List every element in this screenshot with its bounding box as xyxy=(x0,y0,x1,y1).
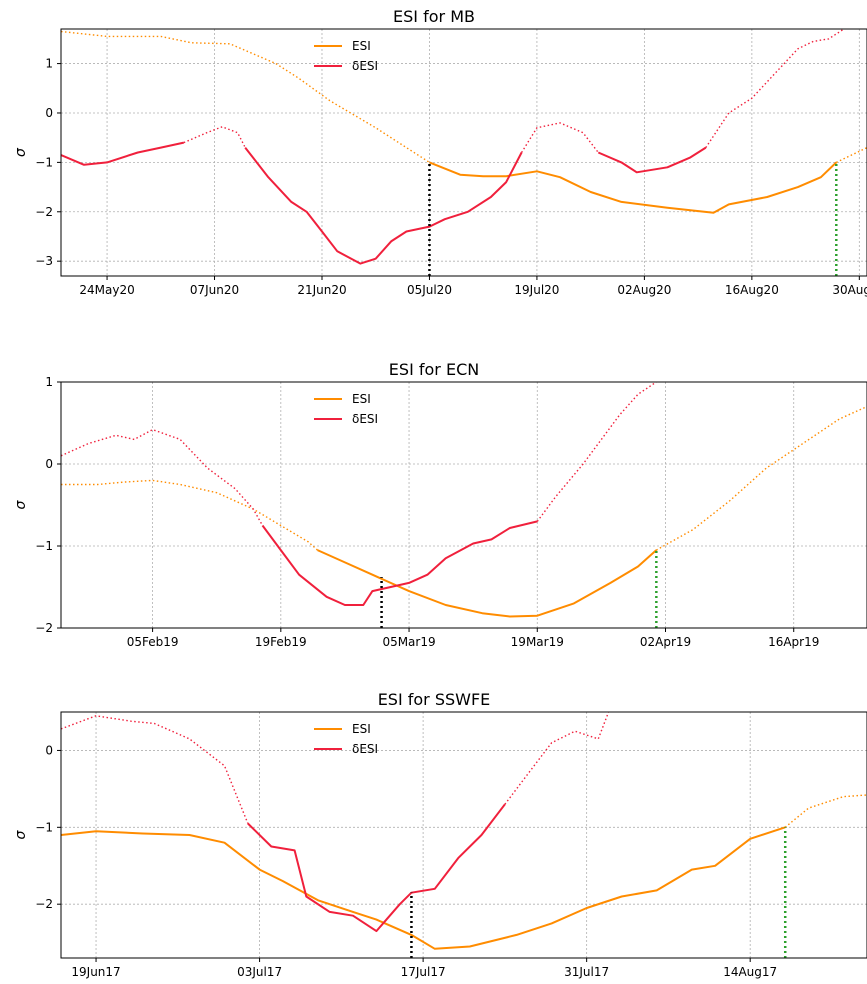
y-tick-label: −2 xyxy=(35,897,53,911)
desi-line-segment-6 xyxy=(536,382,657,522)
series-group xyxy=(61,712,867,958)
esi-line-segment-1 xyxy=(61,30,430,163)
esi-line-segment-1 xyxy=(61,826,786,950)
x-tick-label: 14Aug17 xyxy=(723,965,777,979)
axes-frame xyxy=(60,711,867,959)
desi-line-segment-4 xyxy=(61,428,264,526)
chart-panel-1: 24May20 07Jun20 21Jun20 05Jul20 19Jul20 02Aug… xyxy=(13,7,867,297)
axes-frame xyxy=(60,381,867,629)
y-tick-label: −3 xyxy=(35,254,53,268)
chart-panel-2: 05Feb19 19Feb19 05Mar19 19Mar19 02Apr19 16Apr… xyxy=(13,360,867,649)
y-tick-label: −2 xyxy=(35,621,53,635)
desi-legend-label: δESI xyxy=(352,59,378,73)
esi-line-segment-2 xyxy=(784,794,867,828)
x-tick-label: 05Jul20 xyxy=(407,283,452,297)
desi-line-segment-5 xyxy=(261,520,538,606)
grid-lines xyxy=(61,29,867,276)
y-axis-label: σ xyxy=(13,499,29,509)
y-tick-label: −2 xyxy=(35,205,53,219)
esi-line-segment-3 xyxy=(835,146,867,164)
esi-legend-label: ESI xyxy=(352,392,371,406)
y-tick-label: −1 xyxy=(35,820,53,834)
esi-line-segment-2 xyxy=(429,161,837,214)
x-tick-label: 19Feb19 xyxy=(255,635,307,649)
y-tick-label: 0 xyxy=(45,743,53,757)
series-group xyxy=(61,29,867,276)
x-tick-label: 17Jul17 xyxy=(401,965,446,979)
grid-lines xyxy=(61,712,867,958)
desi-line-segment-3 xyxy=(61,715,249,824)
y-tick-label: 1 xyxy=(45,375,53,389)
esi-legend-label: ESI xyxy=(352,722,371,736)
x-tick-label: 21Jun20 xyxy=(297,283,346,297)
series-group xyxy=(61,382,867,628)
chart-title: ESI for MB xyxy=(393,7,475,26)
chart-title: ESI for SSWFE xyxy=(378,690,491,709)
desi-line-segment-7 xyxy=(521,122,599,153)
grid-lines xyxy=(61,381,867,629)
legend: ESI δESI xyxy=(314,722,378,756)
axes-frame xyxy=(60,28,867,277)
desi-legend-label: δESI xyxy=(352,742,378,756)
esi-line-segment-3 xyxy=(655,405,867,551)
y-tick-label: 0 xyxy=(45,106,53,120)
desi-legend-label: δESI xyxy=(352,412,378,426)
x-tick-label: 16Aug20 xyxy=(725,283,779,297)
chart-title: ESI for ECN xyxy=(389,360,479,379)
x-tick-label: 02Apr19 xyxy=(640,635,691,649)
desi-line-segment-5 xyxy=(183,126,246,148)
x-tick-label: 16Apr19 xyxy=(768,635,819,649)
x-tick-label: 31Jul17 xyxy=(564,965,609,979)
y-axis-label: σ xyxy=(13,147,29,157)
y-tick-label: 0 xyxy=(45,457,53,471)
x-tick-label: 05Mar19 xyxy=(382,635,435,649)
y-tick-label: 1 xyxy=(45,57,53,71)
x-tick-label: 05Feb19 xyxy=(127,635,179,649)
desi-line-segment-4 xyxy=(61,141,185,166)
y-axis-label: σ xyxy=(13,829,29,839)
x-tick-label: 07Jun20 xyxy=(190,283,239,297)
desi-line-segment-5 xyxy=(504,712,610,805)
esi-line-segment-1 xyxy=(61,479,318,551)
x-tick-label: 19Jun17 xyxy=(71,965,120,979)
x-tick-label: 24May20 xyxy=(79,283,134,297)
legend: ESI δESI xyxy=(314,39,378,73)
desi-line-segment-4 xyxy=(247,803,506,933)
esi-line-segment-2 xyxy=(317,549,657,618)
desi-line-segment-6 xyxy=(244,146,523,265)
y-tick-label: −1 xyxy=(35,539,53,553)
y-tick-label: −1 xyxy=(35,155,53,169)
x-tick-label: 02Aug20 xyxy=(617,283,671,297)
desi-line-segment-9 xyxy=(705,29,845,148)
x-tick-label: 30Aug20 xyxy=(832,283,867,297)
esi-legend-label: ESI xyxy=(352,39,371,53)
x-tick-label: 19Mar19 xyxy=(511,635,564,649)
x-tick-label: 03Jul17 xyxy=(237,965,282,979)
legend: ESI δESI xyxy=(314,392,378,426)
desi-line-segment-8 xyxy=(597,146,707,174)
chart-panel-3: 19Jun17 03Jul17 17Jul17 31Jul17 14Aug17 −2 −1 0… xyxy=(13,690,867,979)
x-tick-label: 19Jul20 xyxy=(514,283,559,297)
